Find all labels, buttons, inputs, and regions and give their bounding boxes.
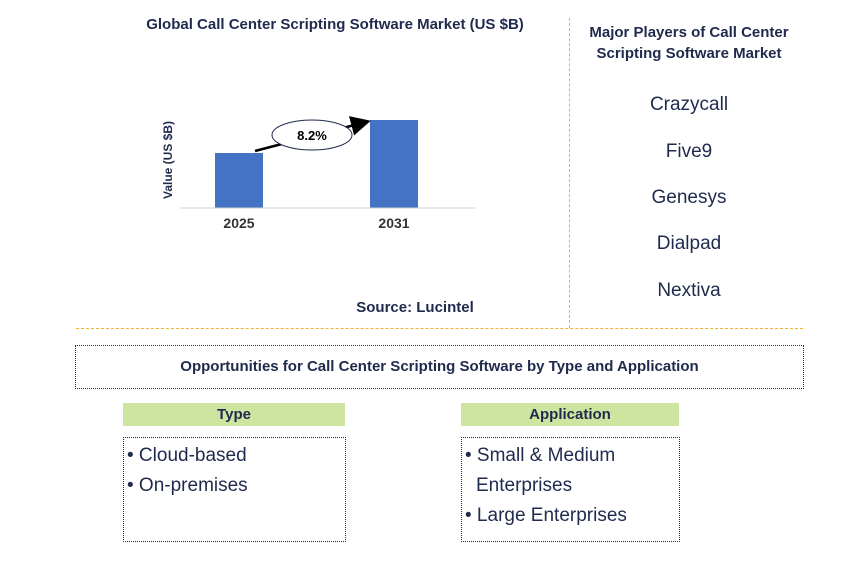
market-chart: Value (US $B) 8.2% 2025 2031 — [161, 116, 475, 231]
player-name: Crazycall — [649, 94, 729, 115]
player-name: Nextiva — [657, 280, 721, 301]
list-item: • Large Enterprises — [465, 505, 627, 526]
bar-2025 — [215, 153, 263, 208]
list-item: • Small & Medium Enterprises — [465, 445, 616, 496]
cagr-label: 8.2% — [297, 128, 327, 143]
opportunities-banner: Opportunities for Call Center Scripting … — [75, 345, 804, 389]
type-header: Type — [123, 403, 345, 426]
x-tick-label: 2025 — [223, 215, 254, 231]
player-name: Five9 — [665, 141, 713, 162]
opportunities-title: Opportunities for Call Center Scripting … — [180, 358, 699, 375]
application-list: • Small & Medium Enterprises • Large Ent… — [461, 437, 680, 542]
players-title: Major Players of Call Center Scripting S… — [589, 24, 789, 62]
type-list: • Cloud-based • On-premises — [123, 437, 346, 542]
list-item: • Cloud-based — [127, 445, 247, 466]
application-header: Application — [461, 403, 679, 426]
horizontal-divider — [76, 328, 803, 329]
list-item: • On-premises — [127, 475, 248, 496]
source-label: Source: Lucintel — [356, 299, 474, 316]
vertical-divider — [569, 18, 570, 328]
bar-2031 — [370, 120, 418, 208]
chart-title: Global Call Center Scripting Software Ma… — [146, 16, 524, 33]
y-axis-label: Value (US $B) — [161, 121, 175, 199]
player-name: Genesys — [651, 187, 727, 208]
x-tick-label: 2031 — [378, 215, 409, 231]
cagr-ellipse — [271, 119, 353, 151]
player-name: Dialpad — [656, 233, 722, 254]
